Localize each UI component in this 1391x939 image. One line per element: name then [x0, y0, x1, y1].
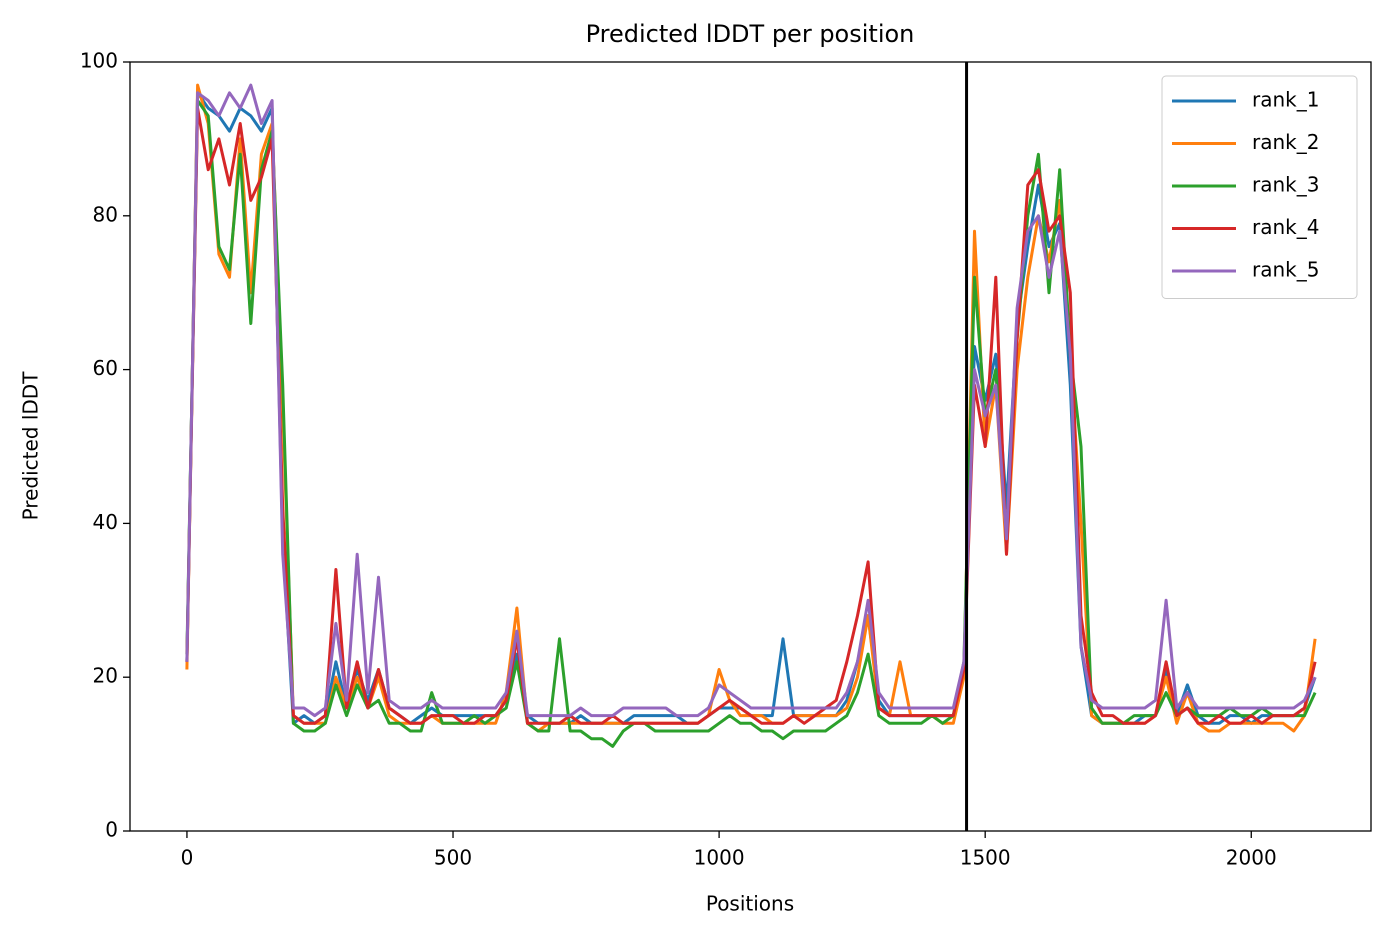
series-line [185, 83, 1317, 733]
x-tick-label: 500 [434, 846, 472, 870]
series-line [185, 83, 1317, 718]
series-line [185, 91, 1317, 725]
y-tick-label: 0 [105, 818, 118, 842]
legend-box [1161, 75, 1358, 299]
legend-label: rank_2 [1252, 130, 1319, 154]
y-tick-label: 40 [93, 510, 118, 534]
plot-frame [129, 61, 1372, 832]
y-axis-label: Predicted lDDT [19, 371, 43, 521]
legend-label: rank_5 [1252, 258, 1319, 282]
chart-title: Predicted lDDT per position [586, 20, 915, 48]
y-tick-label: 100 [80, 49, 118, 73]
legend-label: rank_1 [1252, 88, 1319, 112]
y-tick-label: 60 [93, 356, 118, 380]
x-tick-label: 1500 [960, 846, 1011, 870]
y-tick-label: 20 [93, 664, 118, 688]
x-tick-label: 0 [181, 846, 194, 870]
legend-label: rank_4 [1252, 215, 1319, 239]
x-tick-label: 2000 [1226, 846, 1277, 870]
y-tick-label: 80 [93, 202, 118, 226]
series-line [185, 106, 1317, 725]
series-line [185, 99, 1317, 748]
legend-label: rank_3 [1252, 173, 1319, 197]
x-axis-label: Positions [706, 892, 794, 916]
x-tick-label: 1000 [694, 846, 745, 870]
